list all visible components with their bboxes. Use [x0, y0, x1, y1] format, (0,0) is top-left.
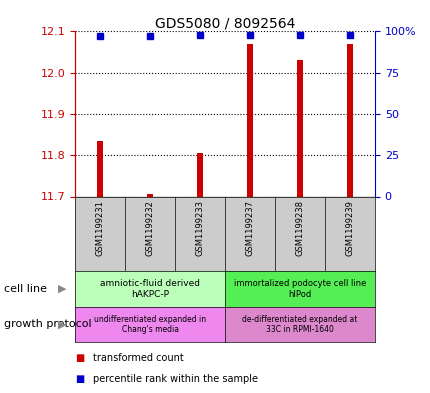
Bar	[246, 44, 252, 196]
Bar	[197, 153, 203, 196]
Bar	[147, 195, 153, 196]
Text: GSM1199232: GSM1199232	[145, 200, 154, 256]
Title: GDS5080 / 8092564: GDS5080 / 8092564	[155, 16, 295, 30]
Text: immortalized podocyte cell line
hIPod: immortalized podocyte cell line hIPod	[233, 279, 366, 299]
Text: ▶: ▶	[58, 284, 67, 294]
Text: transformed count: transformed count	[92, 353, 183, 363]
Text: amniotic-fluid derived
hAKPC-P: amniotic-fluid derived hAKPC-P	[100, 279, 200, 299]
Bar	[346, 44, 352, 196]
Text: ■: ■	[75, 374, 84, 384]
Text: ▶: ▶	[58, 319, 67, 329]
Text: percentile rank within the sample: percentile rank within the sample	[92, 374, 257, 384]
Text: cell line: cell line	[4, 284, 47, 294]
Text: GSM1199239: GSM1199239	[345, 200, 354, 256]
Text: de-differentiated expanded at
33C in RPMI-1640: de-differentiated expanded at 33C in RPM…	[242, 314, 357, 334]
Text: GSM1199237: GSM1199237	[245, 200, 254, 256]
Bar	[97, 141, 103, 196]
Text: undifferentiated expanded in
Chang's media: undifferentiated expanded in Chang's med…	[94, 314, 206, 334]
Text: GSM1199231: GSM1199231	[95, 200, 104, 256]
Text: growth protocol: growth protocol	[4, 319, 92, 329]
Text: ■: ■	[75, 353, 84, 363]
Text: GSM1199233: GSM1199233	[195, 200, 204, 256]
Bar	[296, 61, 302, 196]
Text: GSM1199238: GSM1199238	[295, 200, 304, 256]
